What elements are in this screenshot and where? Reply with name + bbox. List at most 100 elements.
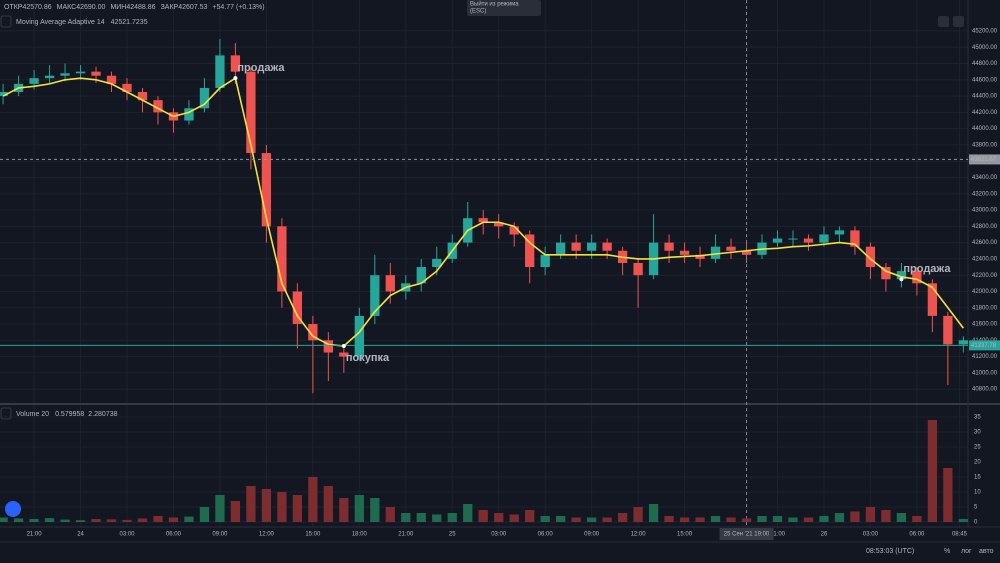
x-tick-label: 03:00 (491, 532, 507, 538)
candle-body (540, 254, 550, 268)
volume-bar (726, 517, 736, 522)
plot: продажа покупка продажа (0, 0, 968, 527)
footer-button[interactable]: авто (979, 548, 994, 555)
volume-bar (75, 520, 86, 522)
footer-button[interactable]: лог (961, 548, 972, 555)
crosshair-label: 25 Сен '21 19:00 (724, 532, 770, 538)
ohlc-label: ОТКР (4, 4, 23, 11)
collapse-button[interactable] (0, 15, 12, 28)
y-tick-label: 42200.00 (972, 273, 998, 279)
volume-bar (106, 519, 117, 522)
volume-bar (184, 516, 194, 522)
candle-body (803, 238, 814, 243)
candle-body (881, 267, 891, 280)
candle-body (432, 258, 442, 268)
x-tick-label: 09:00 (584, 532, 600, 538)
volume-bar (958, 519, 968, 522)
y-tick-label: 43200.00 (972, 191, 998, 197)
candle-body (29, 78, 39, 84)
volume-bar (478, 510, 488, 522)
volume-tick-label: 0 (974, 520, 978, 526)
indicator-name: Moving Average Adaptive 14 (16, 19, 105, 26)
volume-bar (292, 495, 303, 522)
x-tick-label: 06:00 (538, 532, 554, 538)
volume-bar (788, 517, 798, 522)
candle-body (958, 340, 968, 345)
annotation-label: продажа (903, 263, 951, 275)
price-label: 43621.67 (971, 157, 997, 163)
candle-body (819, 234, 829, 243)
y-tick-label: 42400.00 (972, 256, 998, 262)
volume-tick-label: 25 (974, 445, 981, 451)
collapse-volume-button[interactable] (0, 407, 12, 420)
candle-body (571, 242, 581, 251)
x-tick-label: 25 (449, 532, 456, 538)
x-tick-label: 09:00 (212, 532, 228, 538)
y-tick-label: 43000.00 (972, 208, 998, 214)
candle-body (339, 352, 349, 357)
volume-bar (339, 498, 349, 522)
volume-bar (401, 513, 411, 522)
volume-bar (679, 517, 690, 522)
candle-body (323, 340, 333, 353)
annotation-label: продажа (237, 62, 285, 74)
candle-body (153, 100, 163, 113)
ohlc-label: МИН (110, 4, 126, 11)
candle-body (586, 242, 597, 251)
volume-bar (896, 513, 907, 522)
footer-button[interactable]: % (944, 548, 950, 555)
volume-bar (494, 513, 504, 522)
y-tick-label: 41200.00 (972, 354, 998, 360)
y-tick-label: 42000.00 (972, 289, 998, 295)
candle-body (370, 275, 380, 316)
reset-button[interactable] (953, 16, 964, 27)
y-tick-label: 45000.00 (972, 45, 998, 51)
scroll-button[interactable] (938, 16, 949, 27)
volume-bar (819, 516, 829, 522)
volume-title: Volume 20 (16, 411, 49, 418)
candle-body (525, 234, 535, 268)
candle-body (230, 55, 241, 72)
candle-body (261, 153, 272, 227)
exit-button[interactable] (467, 0, 541, 16)
volume-bar (834, 513, 845, 522)
candle-body (865, 246, 876, 268)
volume-bar (0, 517, 8, 522)
candle-body (494, 222, 504, 227)
x-tick-label: 08:45 (952, 532, 968, 538)
candle-body (509, 226, 519, 235)
candle-body (199, 87, 210, 109)
volume-bar (91, 519, 101, 522)
candle-body (602, 242, 612, 251)
exit-button-text: Выйти из режима (470, 1, 519, 8)
volume-bar (509, 514, 519, 522)
candle-body (788, 238, 798, 240)
volume-tick-label: 5 (974, 505, 978, 511)
volume-bar (912, 516, 922, 522)
ohlc-label: МАКС (57, 4, 77, 11)
crosshair-label-box (719, 528, 774, 540)
logo[interactable] (5, 501, 21, 517)
volume-tick-label: 15 (974, 475, 981, 481)
annotation-point (233, 76, 238, 81)
volume-bar (850, 511, 860, 522)
annotation-point (899, 277, 904, 282)
volume-bar (230, 501, 241, 522)
candle-body (137, 91, 148, 101)
candle-body (850, 230, 860, 247)
candle-body (695, 254, 705, 259)
candle-body (679, 250, 690, 255)
y-tick-label: 40800.00 (972, 387, 998, 393)
y-tick-label: 42800.00 (972, 224, 998, 230)
volume-bar (648, 504, 659, 522)
candle-body (91, 71, 101, 76)
volume-bar (602, 517, 612, 522)
y-tick-label: 44200.00 (972, 110, 998, 116)
grid (0, 0, 968, 527)
x-tick-label: 18:00 (352, 532, 368, 538)
change: +54.77 (+0.13%) (212, 4, 264, 11)
volume-bar (772, 516, 783, 522)
x-tick-label: 03:00 (863, 532, 879, 538)
candle-body (60, 73, 70, 76)
clock: 08:53:03 (UTC) (866, 548, 914, 555)
